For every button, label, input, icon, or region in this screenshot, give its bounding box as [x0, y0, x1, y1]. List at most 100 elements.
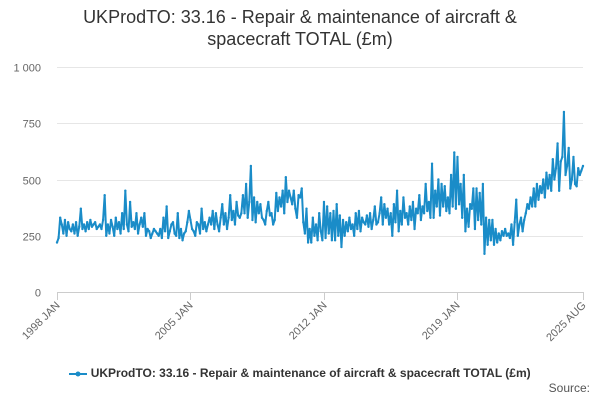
- data-point: [432, 216, 435, 219]
- data-point: [252, 196, 256, 199]
- data-point: [279, 205, 283, 208]
- data-point: [268, 214, 272, 217]
- data-point: [400, 223, 404, 226]
- data-point: [244, 182, 248, 186]
- data-point: [257, 212, 261, 215]
- chart-title-line-2: spacecraft TOTAL (£m): [207, 29, 393, 49]
- data-point: [73, 232, 76, 235]
- data-point: [219, 216, 222, 219]
- data-point: [416, 212, 419, 215]
- data-point: [127, 230, 130, 233]
- data-point: [548, 173, 551, 177]
- data-point: [116, 227, 119, 231]
- data-point: [198, 232, 202, 235]
- data-point: [573, 182, 577, 186]
- data-point: [209, 223, 213, 226]
- data-point: [297, 194, 300, 197]
- data-point: [179, 227, 183, 231]
- data-point: [467, 225, 470, 228]
- data-point: [414, 207, 418, 210]
- data-point: [192, 230, 195, 233]
- data-point: [136, 232, 140, 235]
- data-point: [542, 178, 545, 181]
- data-point: [76, 234, 79, 237]
- data-point: [545, 171, 548, 174]
- data-point: [511, 243, 515, 246]
- data-point: [313, 234, 316, 237]
- data-point: [167, 236, 170, 240]
- data-point: [174, 234, 178, 237]
- data-point: [128, 200, 132, 204]
- legend[interactable]: UKProdTO: 33.16 - Repair & maintenance o…: [0, 366, 600, 380]
- data-point: [489, 239, 493, 242]
- data-point: [262, 218, 265, 222]
- data-point: [403, 216, 407, 219]
- data-point: [189, 218, 192, 222]
- data-point: [267, 200, 270, 204]
- data-point: [303, 232, 307, 235]
- data-point: [300, 187, 303, 190]
- data-point: [530, 205, 534, 208]
- data-point: [117, 221, 121, 224]
- data-point: [103, 194, 106, 197]
- data-point: [488, 218, 491, 222]
- data-point: [184, 230, 187, 233]
- data-point: [357, 209, 361, 213]
- data-point: [527, 207, 531, 210]
- data-point: [429, 216, 432, 219]
- data-point: [364, 223, 367, 226]
- data-point: [478, 191, 481, 195]
- data-point: [100, 227, 103, 231]
- data-point: [263, 223, 267, 226]
- data-point: [170, 223, 173, 226]
- data-point: [348, 216, 351, 219]
- data-point: [513, 221, 516, 224]
- data-point: [499, 239, 502, 242]
- data-point: [376, 221, 380, 224]
- y-tick-label: 250: [23, 232, 41, 244]
- x-axis-labels: 1998 JAN 2005 JAN 2012 JAN 2019 JAN 2025 AUG: [20, 300, 589, 344]
- data-point: [249, 164, 253, 168]
- data-point: [448, 212, 451, 215]
- data-point: [162, 216, 165, 219]
- data-point: [430, 162, 434, 165]
- data-point: [306, 241, 310, 244]
- data-point: [384, 216, 388, 219]
- data-point: [581, 164, 585, 168]
- data-point: [60, 223, 63, 226]
- data-point: [411, 200, 415, 204]
- data-point: [79, 207, 83, 210]
- data-point: [202, 227, 205, 231]
- data-point: [443, 185, 446, 188]
- data-point: [518, 223, 521, 226]
- gridlines: [57, 67, 583, 237]
- data-point: [476, 218, 480, 222]
- data-point: [345, 221, 348, 224]
- data-point: [82, 223, 86, 226]
- data-point: [360, 216, 364, 219]
- data-point: [93, 221, 97, 224]
- data-point: [152, 227, 156, 231]
- data-point: [397, 230, 400, 233]
- data-point: [310, 241, 313, 244]
- data-point: [556, 142, 559, 145]
- data-point: [314, 223, 318, 226]
- data-point: [143, 212, 146, 215]
- data-point: [230, 218, 233, 222]
- data-point: [526, 203, 529, 206]
- data-point: [535, 182, 539, 186]
- data-point: [497, 232, 500, 235]
- data-point: [151, 232, 154, 235]
- data-point: [98, 223, 102, 226]
- data-point: [538, 185, 542, 188]
- data-point: [295, 216, 299, 219]
- data-point: [491, 218, 494, 222]
- data-point: [324, 236, 327, 240]
- data-point: [95, 227, 98, 231]
- data-point: [346, 230, 350, 233]
- data-point: [190, 227, 194, 231]
- data-point: [205, 230, 208, 233]
- data-point: [375, 223, 378, 226]
- source-credit[interactable]: Source:: [548, 381, 590, 395]
- data-point: [106, 223, 110, 226]
